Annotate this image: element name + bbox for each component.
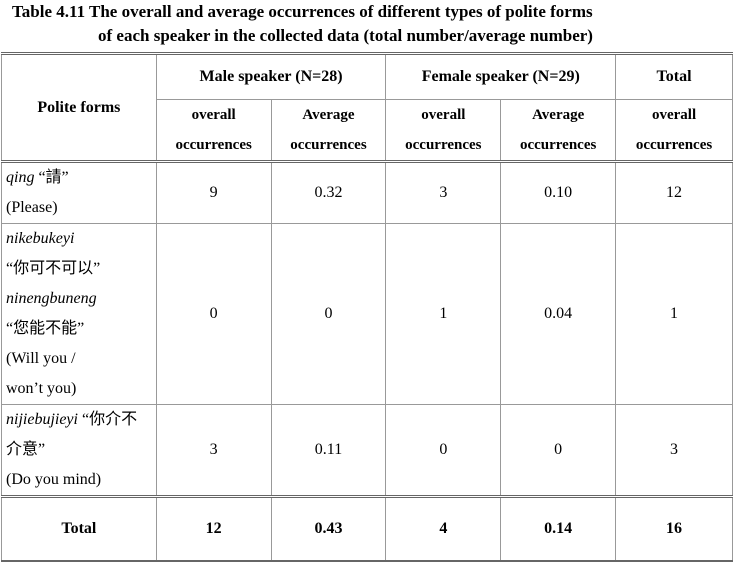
value-cell: 0.11 (270, 404, 387, 497)
group-header: Male speaker (N=28) (155, 53, 387, 100)
pinyin: ninengbuneng (6, 290, 97, 307)
form-line: nikebukeyi (6, 224, 152, 254)
subheader-line: occurrences (519, 137, 597, 153)
value-cell: 0.10 (500, 161, 617, 224)
value-cell: 12 (615, 161, 733, 224)
form-line: nijiebujieyi “你介不介意” (6, 405, 152, 465)
total-cell: 16 (615, 495, 733, 562)
value-cell: 1 (615, 223, 733, 405)
subheader-cell: overall occurrences (615, 99, 733, 162)
value-cell: 3 (155, 404, 272, 497)
form-line: (Please) (6, 193, 152, 223)
table: Polite forms Male speaker (N=28) Female sp… (1, 52, 733, 562)
subheader-row: overall occurrences Average occurrences over… (1, 99, 733, 162)
data-row: qing “請” (Please) 9 0.32 3 0.10 12 (1, 161, 733, 224)
subheader-cell: overall occurrences (385, 99, 502, 162)
subheader-line: occurrences (290, 137, 367, 153)
data-row: nikebukeyi “你可不可以” ninengbuneng “您能不能” (Will… (1, 223, 733, 405)
subheader-line: Average (302, 107, 355, 123)
subheader-line: occurrences (175, 137, 252, 153)
caption-line: of each speaker in the collected data (t… (98, 26, 593, 45)
value-cell: 3 (615, 404, 733, 497)
subheader-cell: overall occurrences (155, 99, 272, 162)
form-line: qing “請” (6, 163, 152, 193)
value-cell: 0 (155, 223, 272, 405)
total-cell: 0.14 (500, 495, 617, 562)
pinyin: nijiebujieyi (6, 411, 78, 428)
caption-line: Table 4.11 The overall and average occur… (12, 2, 593, 21)
subheader-line: overall (651, 107, 697, 123)
gloss: (Do you mind) (6, 471, 102, 488)
value-cell: 0.04 (500, 223, 617, 405)
gloss: (Will you / won’t you) (6, 350, 77, 397)
value-cell: 0 (270, 223, 387, 405)
form-cell: nijiebujieyi “你介不介意” (Do you mind) (1, 404, 157, 497)
group-header: Total (615, 53, 733, 100)
pinyin: nikebukeyi (6, 230, 75, 247)
total-cell: 4 (385, 495, 502, 562)
corner-cell: Polite forms (1, 53, 157, 162)
subheader-cell: Average occurrences (270, 99, 387, 162)
total-label: Total (1, 495, 157, 562)
hanzi: “你可不可以” (6, 260, 101, 277)
data-row: nijiebujieyi “你介不介意” (Do you mind) 3 0.11 0 0… (1, 404, 733, 497)
value-cell: 9 (155, 161, 272, 224)
total-cell: 0.43 (270, 495, 387, 562)
form-line: ninengbuneng (6, 284, 152, 314)
table-body: Polite forms Male speaker (N=28) Female sp… (1, 53, 733, 562)
pinyin: qing (6, 169, 35, 186)
total-cell: 12 (155, 495, 272, 562)
value-cell: 0.32 (270, 161, 387, 224)
subheader-line: overall (421, 107, 466, 123)
subheader-line: Average (532, 107, 585, 123)
form-line: (Do you mind) (6, 465, 152, 495)
subheader-line: occurrences (405, 137, 482, 153)
subheader-cell: Average occurrences (500, 99, 617, 162)
form-line: (Will you / won’t you) (6, 344, 152, 404)
value-cell: 0 (500, 404, 617, 497)
hanzi: “您能不能” (6, 320, 85, 337)
value-cell: 3 (385, 161, 502, 224)
subheader-line: occurrences (635, 137, 713, 153)
subheader-line: overall (191, 107, 236, 123)
hanzi: “請” (38, 169, 69, 186)
total-row: Total 12 0.43 4 0.14 16 (1, 495, 733, 562)
form-cell: nikebukeyi “你可不可以” ninengbuneng “您能不能” (Will… (1, 223, 157, 405)
header-row: Polite forms Male speaker (N=28) Female sp… (1, 53, 733, 162)
gloss: (Please) (6, 199, 58, 216)
form-cell: qing “請” (Please) (1, 161, 157, 224)
hanzi: “你介不介意” (6, 411, 138, 458)
value-cell: 0 (385, 404, 502, 497)
value-cell: 1 (385, 223, 502, 405)
group-header: Female speaker (N=29) (385, 53, 617, 100)
